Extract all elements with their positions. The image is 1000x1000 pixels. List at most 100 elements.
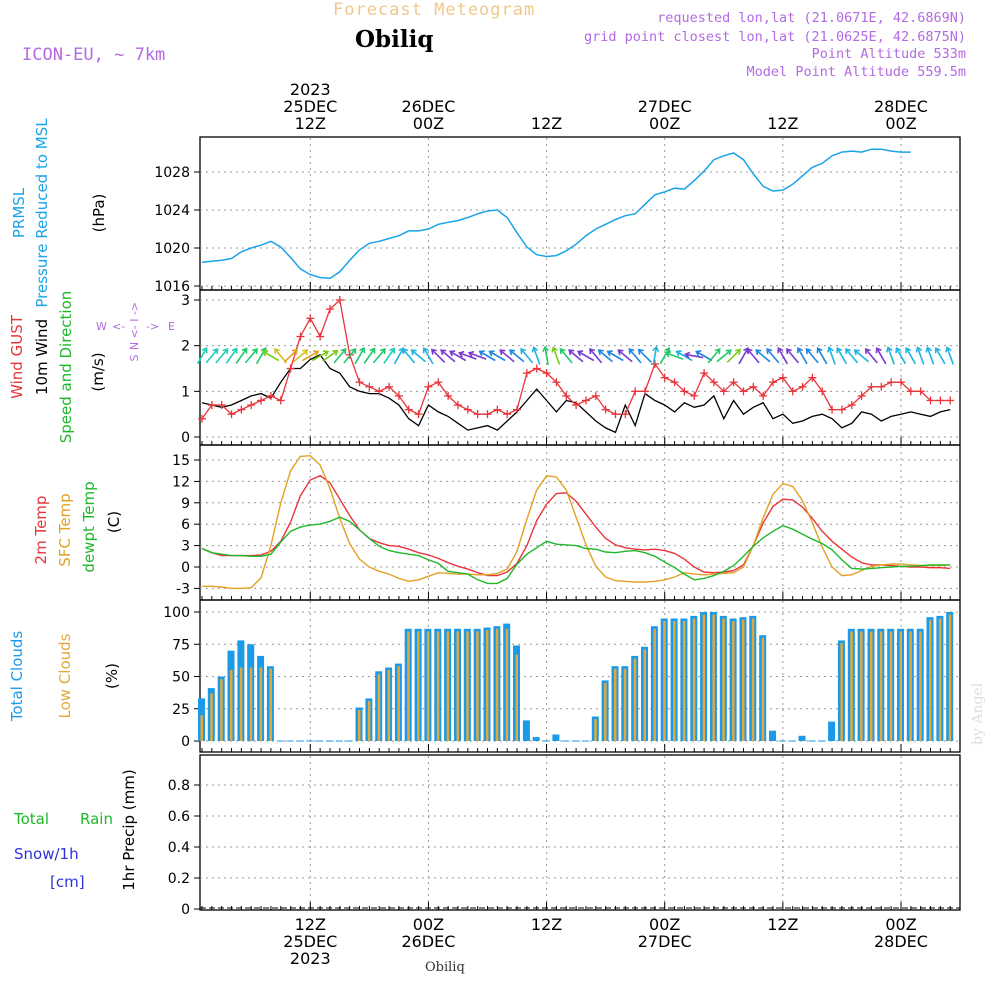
wind-direction-arrow (431, 349, 446, 363)
pressure-ytick-label: 1028 (154, 165, 190, 181)
pressure-frame (199, 136, 961, 291)
low-clouds-bar (751, 618, 755, 741)
wind-direction-arrowhead (777, 346, 784, 354)
wind-direction-arrow (274, 348, 288, 364)
temperature-ytick-label: 0 (181, 560, 190, 576)
low-clouds-bar (476, 631, 479, 741)
wind-direction-arrow (520, 348, 534, 364)
wind-direction-arrowhead (402, 348, 409, 355)
wind-direction-arrowhead (261, 350, 269, 357)
wind-direction-arrow (805, 348, 819, 364)
wind-direction-arrowhead (379, 348, 386, 355)
wind-direction-arrow (628, 348, 642, 364)
wind-direction-arrow (777, 347, 789, 365)
wind-direction-arrow (638, 349, 652, 363)
compass-arrow-e: -> (146, 320, 159, 333)
wind-direction-arrow (354, 347, 365, 365)
low-clouds-bar (623, 668, 627, 741)
wind-direction-arrowhead (201, 346, 208, 354)
top-time-label: 2023 (290, 80, 331, 99)
wind-direction-arrow (738, 347, 749, 365)
total-clouds-bar (532, 737, 540, 741)
low-clouds-bar (486, 630, 489, 741)
low-clouds-bar (505, 628, 509, 741)
bottom-time-label: 26DEC (401, 932, 455, 951)
compass: W <- -> E N <- I -> S (96, 302, 175, 362)
pressure-line (201, 148, 911, 280)
low-clouds-bar (367, 701, 371, 741)
wind-ytick-label: 3 (181, 293, 190, 309)
wind-direction-arrow (235, 348, 248, 364)
wind-direction-arrow (895, 347, 907, 365)
wind-direction-arrowhead (458, 350, 465, 358)
low-clouds-bar (673, 621, 676, 741)
low-clouds-bar (387, 670, 391, 741)
wind-direction-arrow (607, 350, 624, 362)
wind-direction-arrowhead (559, 348, 566, 355)
low-clouds-bar (614, 668, 617, 741)
wind-direction-arrowhead (734, 348, 741, 355)
precip-legend-total: Total (13, 810, 49, 828)
low-clouds-bar (899, 631, 902, 741)
low-clouds-bar (643, 649, 646, 741)
wind-direction-arrow (255, 347, 267, 365)
low-clouds-bar (407, 631, 410, 741)
wind-direction-arrowhead (241, 347, 248, 354)
wind-direction-arrowhead (683, 351, 691, 359)
low-clouds-bar (879, 631, 883, 741)
wind-direction-arrow (393, 347, 405, 365)
point-altitude: Point Altitude 533m (811, 46, 966, 62)
wind-direction-arrowhead (389, 347, 396, 354)
wind-direction-arrowhead (369, 347, 376, 354)
precipitation-ytick-label: 0.6 (168, 809, 190, 825)
top-time-label: 27DEC (638, 97, 692, 116)
top-time-label: 28DEC (874, 97, 928, 116)
wind-direction-arrow (707, 348, 721, 364)
wind-direction-arrow (363, 348, 376, 364)
wind-direction-arrowhead (448, 350, 456, 357)
top-time-label: 12Z (531, 114, 562, 133)
wind-direction-arrow (509, 349, 525, 363)
wind-direction-arrow (489, 350, 506, 362)
clouds-ylabel-total: Total Clouds (8, 631, 26, 723)
total-clouds-bar (552, 734, 560, 741)
wind-direction-arrow (568, 349, 584, 363)
wind-direction-arrow (887, 347, 895, 365)
wind-direction-arrow (372, 348, 386, 364)
wind-direction-arrowhead (531, 346, 539, 353)
temperature-ytick-label: -3 (176, 581, 190, 597)
low-clouds-bar (850, 631, 853, 741)
low-clouds-bar (249, 667, 253, 741)
total-clouds-bar (769, 730, 776, 741)
wind-panel: 0 1 2 3 (181, 289, 961, 446)
wind-direction-arrow (786, 348, 800, 364)
bottom-station-label: Obiliq (425, 960, 465, 975)
wind-direction-arrowhead (886, 346, 893, 353)
temp-ylabel-2m: 2m Temp (32, 496, 50, 565)
wind-direction-arrow (499, 349, 515, 363)
wind-direction-arrowhead (875, 346, 882, 354)
wind-direction-arrowhead (945, 346, 952, 353)
wind-direction-arrowhead (836, 346, 843, 354)
wind-direction-arrow (946, 347, 955, 365)
compass-e: E (168, 320, 175, 333)
bottom-time-label: 12Z (295, 915, 326, 934)
wind-direction-arrowhead (796, 346, 803, 354)
low-clouds-bar (870, 631, 873, 741)
wind-speed-line (201, 353, 951, 434)
low-clouds-bar (722, 618, 725, 741)
wind-direction-arrow (423, 347, 434, 365)
wind-unit: (m/s) (89, 352, 107, 391)
low-clouds-bar (210, 693, 213, 741)
wind-direction-arrowhead (766, 348, 773, 355)
bottom-time-label: 27DEC (638, 932, 692, 951)
wind-direction-arrowhead (340, 348, 347, 355)
low-clouds-bar (377, 673, 381, 741)
precipitation-ytick-label: 0.4 (168, 840, 190, 856)
wind-direction-arrowhead (422, 346, 429, 354)
clouds-ytick-label: 50 (172, 670, 190, 686)
wind-direction-arrow (746, 348, 760, 364)
low-clouds-bar (239, 667, 243, 741)
top-time-label: 26DEC (401, 97, 455, 116)
